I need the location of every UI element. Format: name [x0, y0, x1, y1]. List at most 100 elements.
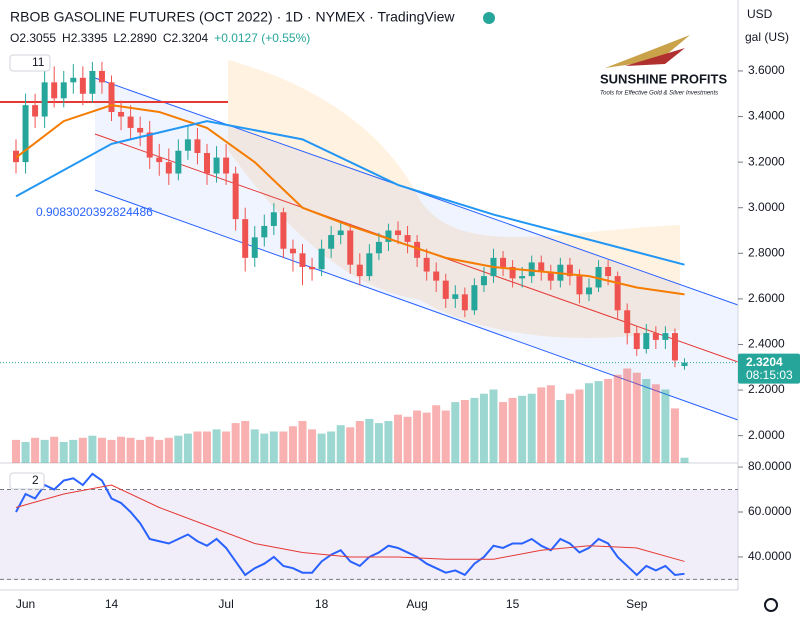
x-tick-label: 18: [315, 597, 329, 611]
volume-bar: [97, 437, 106, 463]
y-tick-label: 2.6000: [748, 291, 785, 305]
chart-title: RBOB GASOLINE FUTURES (OCT 2022) · 1D · …: [10, 9, 455, 25]
candle-body: [586, 287, 592, 295]
volume-bar: [613, 374, 622, 463]
y-tick-label: 2.2000: [748, 382, 785, 396]
volume-bar: [222, 431, 231, 463]
y-tick-label: 40.0000: [748, 549, 792, 563]
y-tick-label: 60.0000: [748, 504, 792, 518]
volume-bar: [69, 439, 78, 463]
candle-body: [375, 241, 382, 254]
volume-bar: [432, 405, 441, 463]
indicator-badge[interactable]: [9, 472, 45, 490]
candle-body: [576, 276, 583, 295]
candle-body: [385, 230, 392, 242]
volume-bar: [145, 436, 154, 463]
regression-label: 0.9083020392824486: [36, 205, 153, 219]
candle-body: [633, 333, 640, 350]
candle-body: [184, 139, 191, 151]
volume-bar: [575, 389, 584, 463]
candle-body: [423, 257, 430, 272]
y-tick-label: 3.0000: [748, 200, 785, 214]
logo-tagline: Tools for Effective Gold & Silver Invest…: [600, 91, 718, 97]
volume-bar: [451, 402, 460, 463]
volume-bar: [40, 439, 49, 463]
volume-bar: [546, 385, 555, 463]
volume-bar: [298, 421, 307, 463]
currency[interactable]: USD: [747, 7, 773, 21]
volume-bar: [241, 421, 250, 463]
volume-bar: [460, 400, 469, 463]
candle-body: [213, 157, 220, 174]
candle-body: [22, 105, 29, 163]
candle-body: [624, 310, 631, 334]
volume-bar: [403, 416, 412, 463]
moving-average: [15, 120, 685, 266]
volume-bar: [537, 387, 546, 463]
candle-body: [251, 237, 258, 258]
volume-bar: [279, 431, 288, 463]
unit[interactable]: gal (US): [745, 30, 789, 44]
volume-bar: [556, 400, 565, 463]
ohlc-legend: +0.0127 (+0.55%): [214, 31, 310, 45]
candle-body: [270, 212, 277, 226]
logo-mark: [605, 35, 690, 68]
candle-body: [538, 262, 545, 272]
candle-body: [480, 276, 487, 286]
channel-lower: [94, 189, 739, 421]
y-tick-label: 3.4000: [748, 109, 785, 123]
volume-bar: [212, 429, 221, 463]
candle-body: [337, 230, 344, 236]
volume-bar: [183, 433, 192, 463]
candle-body: [223, 157, 230, 174]
volume-bar: [489, 389, 498, 463]
volume-bar: [384, 421, 393, 463]
volume-bar: [441, 410, 450, 463]
volume-bar: [164, 437, 173, 463]
candle-body: [280, 212, 287, 249]
volume-bar: [346, 427, 355, 463]
candle-body: [242, 219, 249, 258]
y-tick-label: 2.0000: [748, 428, 785, 442]
x-tick-label: 14: [105, 597, 119, 611]
indicator-count: 11: [32, 55, 45, 69]
volume-bar: [374, 423, 383, 463]
volume-bar: [594, 381, 603, 463]
volume-bar: [623, 368, 632, 463]
candle-body: [98, 70, 105, 83]
candle-body: [643, 333, 650, 350]
price-tag: [738, 353, 800, 384]
y-tick-label: 3.2000: [748, 154, 785, 168]
volume-bar: [317, 433, 326, 463]
volume-bar: [174, 435, 183, 463]
volume-bar: [518, 395, 527, 463]
candle-body: [595, 266, 602, 288]
candle-body: [60, 82, 67, 99]
candle-body: [671, 333, 678, 361]
ohlc-legend: O2.3055: [10, 31, 56, 45]
candle-body: [165, 162, 172, 174]
candle-body: [681, 362, 688, 367]
volume-bar: [288, 426, 297, 463]
candle-body: [41, 82, 48, 117]
indicator-badge[interactable]: [9, 54, 51, 72]
volume-bar: [642, 379, 651, 463]
settings-icon[interactable]: [764, 598, 778, 612]
volume-bar: [88, 435, 97, 463]
candle-body: [194, 139, 201, 154]
candle-body: [366, 253, 373, 277]
volume-bar: [203, 431, 211, 463]
candle-body: [146, 132, 153, 158]
volume-bar: [479, 393, 488, 463]
price-tag-value: 2.3204: [746, 355, 783, 369]
volume-bar: [680, 457, 689, 463]
volume-bar: [155, 439, 164, 463]
candle-body: [299, 253, 306, 267]
volume-bar: [527, 393, 536, 463]
candle-body: [261, 225, 268, 238]
volume-bar: [308, 429, 317, 463]
candle-body: [79, 77, 86, 94]
candle-body: [108, 82, 115, 112]
candle-body: [452, 294, 459, 299]
volume-bar: [117, 436, 126, 463]
